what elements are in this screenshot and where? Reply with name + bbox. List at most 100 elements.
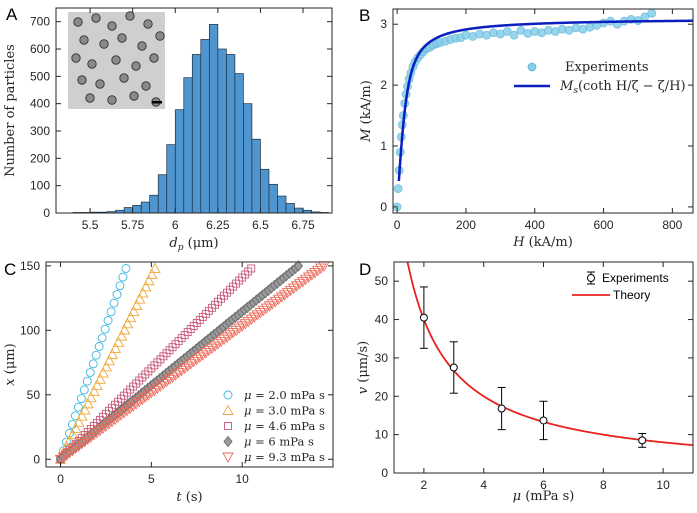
trajectory-point: [230, 325, 242, 337]
trajectory-point: [112, 336, 125, 347]
panel-c-xtick-label: 0: [57, 472, 64, 486]
trajectory-point: [269, 296, 282, 308]
trajectory-point: [204, 306, 213, 315]
trajectory-point: [168, 343, 177, 352]
trajectory-point: [212, 339, 224, 350]
trajectory-point: [206, 343, 218, 355]
experiment-point: [509, 30, 519, 40]
panel-d-ytick-label: 50: [375, 274, 389, 288]
trajectory-point: [218, 334, 230, 346]
histogram-bar: [268, 183, 278, 214]
panel-b-xtick-label: 200: [456, 218, 476, 232]
trajectory-point: [69, 443, 82, 455]
trajectory-point: [121, 317, 134, 329]
trajectory-point: [156, 355, 165, 364]
panel-c-legend: μ = 2.0 mPa s μ = 3.0 mPa sμ = 4.6 mPa s μ…: [222, 388, 325, 464]
trajectory-point: [114, 397, 123, 406]
trajectory-point: [143, 274, 155, 286]
trajectory-point: [201, 309, 210, 318]
inset-particle: [155, 31, 165, 41]
trajectory-point: [91, 379, 103, 390]
legend-marker-experiments: [527, 62, 537, 72]
trajectory-point: [88, 385, 100, 397]
histogram-bar: [208, 24, 219, 214]
trajectory-series-triangle-down: [54, 261, 330, 466]
panel-b-xtick-label: 600: [594, 218, 614, 232]
trajectory-point: [121, 405, 133, 417]
experiment-errorbar: [539, 400, 548, 441]
experiment-point: [638, 436, 647, 445]
trajectory-point: [233, 323, 245, 335]
legend-label-theory: Theory: [613, 288, 650, 302]
trajectory-point: [64, 428, 74, 438]
panel-a-ytick-label: 400: [30, 97, 50, 111]
trajectory-point: [85, 368, 95, 377]
trajectory-point: [227, 328, 239, 339]
trajectory-point: [200, 348, 212, 359]
inset-particle: [117, 33, 127, 43]
trajectory-point: [148, 385, 161, 397]
legend-label: μ = 2.0 mPa s: [244, 388, 325, 402]
panel-b-xtick-label: 800: [662, 218, 682, 232]
trajectory-point: [217, 294, 225, 303]
trajectory-point: [112, 412, 124, 423]
legend-label-theory: Ms(coth H/ζ − ζ/H): [559, 79, 686, 96]
trajectory-point: [194, 352, 206, 363]
trajectory-point: [115, 281, 125, 291]
trajectory-point: [145, 388, 158, 399]
experiment-point: [449, 363, 458, 372]
histogram-bar: [217, 48, 227, 214]
panel-b-xlabel: H (kA/m): [512, 235, 573, 250]
trajectory-point: [275, 292, 288, 303]
panel-a-xtick-label: 5.5: [82, 218, 99, 232]
trajectory-point: [76, 410, 88, 421]
trajectory-point: [197, 350, 209, 361]
panel-c-ytick-label: 150: [20, 259, 40, 273]
histogram-bar: [294, 207, 304, 214]
trajectory-point: [293, 260, 304, 272]
trajectory-point: [287, 283, 300, 295]
trajectory-point: [82, 376, 92, 386]
trajectory-point: [175, 365, 188, 377]
trajectory-point: [162, 349, 171, 358]
trajectory-point: [306, 270, 318, 281]
trajectory-point: [133, 293, 146, 304]
trajectory-point: [281, 288, 294, 299]
trajectory-point: [247, 264, 256, 273]
histogram-bar: [166, 144, 176, 214]
trajectory-point: [103, 316, 113, 325]
panel-d-ylabel: v (μm/s): [356, 341, 371, 394]
trajectory-point: [78, 437, 91, 448]
panel-b-ytick-label: 2: [380, 78, 387, 92]
trajectory-point: [236, 321, 248, 332]
trajectory-point: [296, 276, 309, 288]
trajectory-point: [100, 324, 110, 334]
trajectory-point: [260, 303, 273, 315]
trajectory-point: [226, 285, 235, 294]
trajectory-point: [109, 342, 122, 353]
inset-particle: [149, 53, 159, 63]
trajectory-point: [94, 425, 106, 437]
panel-d-ytick-label: 10: [375, 428, 389, 442]
panel-d-legend: Experiments Theory: [572, 271, 669, 302]
panel-a-ytick-label: 600: [30, 42, 50, 56]
trajectory-point: [195, 315, 204, 324]
trajectory-point: [183, 328, 192, 337]
trajectory-point: [66, 428, 79, 440]
panel-b-axes-box: [392, 8, 694, 214]
trajectory-point: [266, 299, 279, 310]
panel-a-axes-box: [55, 7, 333, 214]
trajectory-point: [180, 331, 189, 340]
inset-particle: [131, 61, 141, 71]
histogram-bar: [183, 77, 193, 214]
trajectory-point: [130, 399, 142, 410]
trajectory-point: [57, 452, 70, 463]
inset-scale-bar: [152, 101, 162, 104]
panel-a-xtick-label: 5.75: [121, 218, 145, 232]
trajectory-point: [242, 316, 254, 328]
inset-particle: [137, 41, 147, 51]
trajectory-point: [100, 361, 113, 372]
trajectory-point: [174, 337, 183, 346]
trajectory-point: [221, 332, 233, 343]
